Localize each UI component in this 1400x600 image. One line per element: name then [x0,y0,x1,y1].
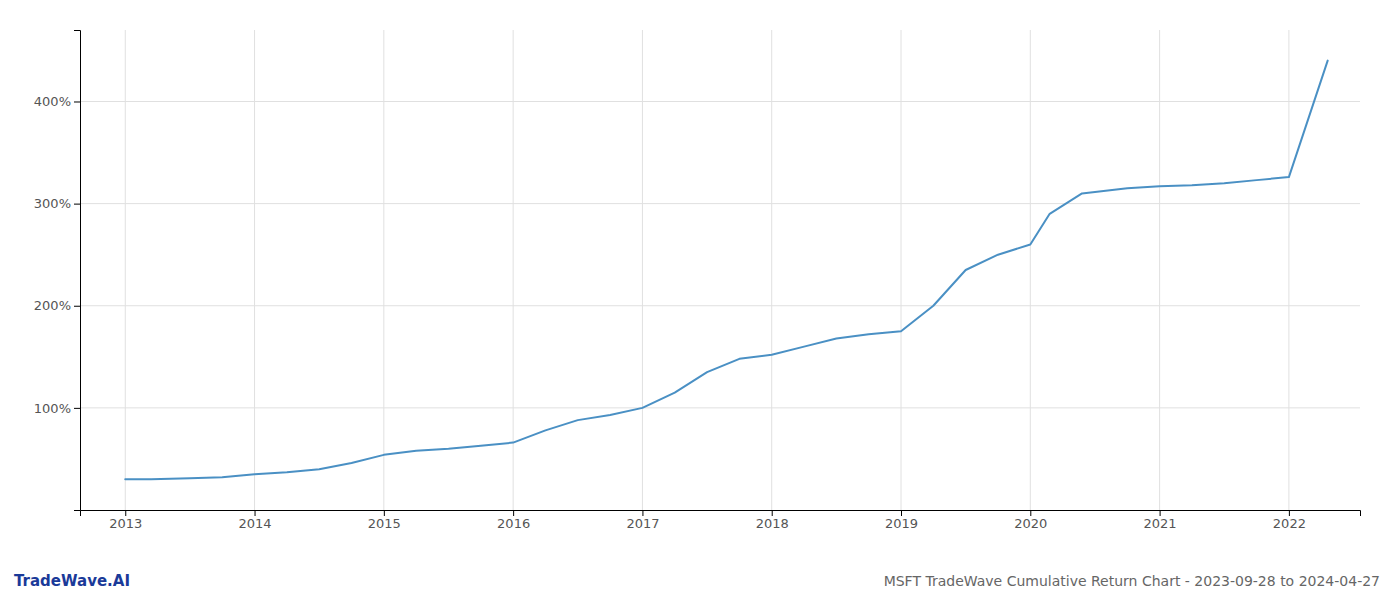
x-tick-label: 2013 [109,516,142,531]
x-tick-label: 2014 [238,516,271,531]
title: MSFT TradeWave Cumulative Return Chart -… [884,573,1380,589]
grid [80,30,1360,510]
x-tick: 2020 [1014,510,1047,531]
x-tick-label: 2020 [1014,516,1047,531]
x-tick-label: 2018 [756,516,789,531]
x-tick: 2015 [368,510,401,531]
x-tick: 2022 [1273,510,1306,531]
x-tick: 2013 [109,510,142,531]
x-tick: 2016 [497,510,530,531]
x-tick: 2014 [238,510,271,531]
x-tick-label: 2016 [497,516,530,531]
line [125,61,1327,480]
y-tick-mark [74,306,80,307]
x-tick-mark [1289,510,1290,516]
x-tick-mark [772,510,773,516]
grid-line-y [80,407,1360,408]
x-tick-label: 2019 [885,516,918,531]
marks [125,61,1327,480]
plot-area: 2013 2014 2015 2016 2017 2018 2019 2020 2021 2022… [34,30,1361,531]
grid-line-x [513,30,514,510]
y-tick-label: 400% [34,94,71,109]
x-tick-mark [125,510,126,516]
x-axis-line [81,511,1361,517]
x-tick-mark [642,510,643,516]
y-tick: 400% [34,94,80,109]
x-tick: 2021 [1144,510,1177,531]
y-tick-label: 200% [34,298,71,313]
grid-line-x [383,30,384,510]
y-tick-label: 100% [34,401,71,416]
x-tick-label: 2015 [368,516,401,531]
chart: 2013 2014 2015 2016 2017 2018 2019 2020 2021 2022… [0,0,1400,600]
y-tick: 300% [34,196,80,211]
grid-line-x [901,30,902,510]
x-tick-mark [255,510,256,516]
x-tick: 2018 [756,510,789,531]
grid-line-x [1159,30,1160,510]
grid-line-x [1030,30,1031,510]
x-axis: 2013 2014 2015 2016 2017 2018 2019 2020 2021 2022 [81,510,1361,531]
y-tick-mark [74,204,80,205]
x-tick-label: 2017 [626,516,659,531]
x-tick-mark [384,510,385,516]
grid-line-y [80,305,1360,306]
y-axis: 100% 200% 300% 400% [34,31,81,511]
x-tick-mark [513,510,514,516]
x-tick-mark [1160,510,1161,516]
y-tick-mark [74,408,80,409]
x-tick-label: 2022 [1273,516,1306,531]
y-tick-mark [74,101,80,102]
grid-line-x [642,30,643,510]
grid-line-x [254,30,255,510]
x-tick-label: 2021 [1144,516,1177,531]
x-tick-mark [1030,510,1031,516]
grid-line-y [80,101,1360,102]
grid-line-x [771,30,772,510]
x-tick: 2017 [626,510,659,531]
watermark: TradeWave.AI [14,572,130,590]
y-tick: 100% [34,401,80,416]
y-axis-line [74,31,81,511]
x-tick: 2019 [885,510,918,531]
y-tick: 200% [34,298,80,313]
grid-line-x [1288,30,1289,510]
grid-line-x [125,30,126,510]
y-tick-label: 300% [34,196,71,211]
x-tick-mark [901,510,902,516]
grid-line-y [80,203,1360,204]
